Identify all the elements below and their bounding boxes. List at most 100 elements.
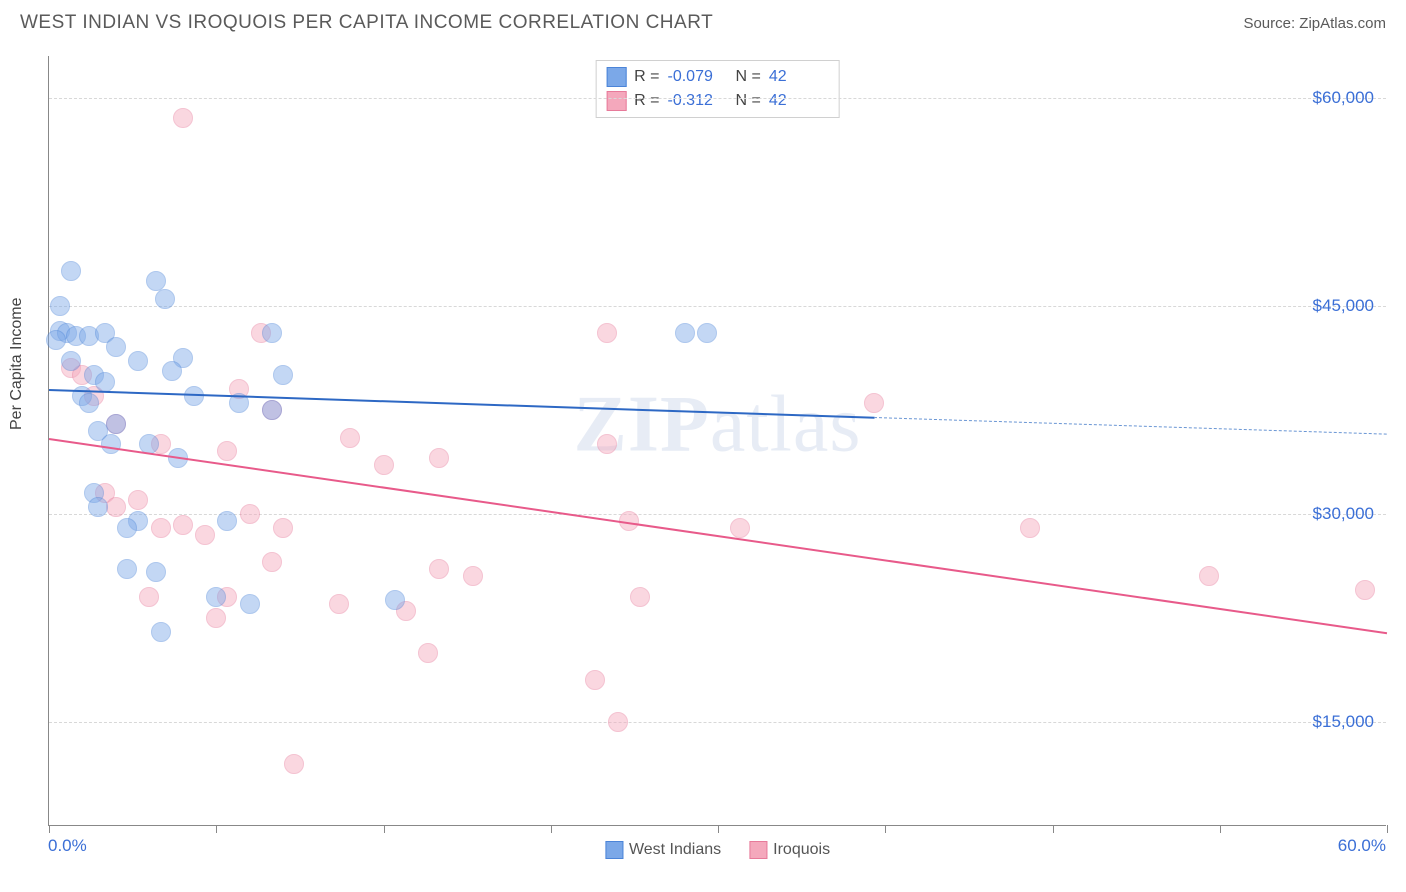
scatter-point-blue [155,289,175,309]
legend-item-pink: Iroquois [749,841,830,859]
gridline-horizontal [49,306,1386,307]
scatter-point-pink [630,587,650,607]
scatter-point-pink [139,587,159,607]
x-tick [49,825,50,833]
stats-n-label: N = [736,92,761,110]
scatter-point-blue [146,562,166,582]
trend-line-blue [49,389,874,419]
scatter-point-blue [95,372,115,392]
scatter-point-blue [262,323,282,343]
scatter-point-pink [429,448,449,468]
scatter-point-pink [262,552,282,572]
scatter-point-blue [117,559,137,579]
scatter-point-blue [50,296,70,316]
trend-line-blue-extend [874,417,1387,435]
y-tick-label: $30,000 [1313,504,1374,524]
x-tick [551,825,552,833]
x-tick [885,825,886,833]
scatter-point-blue [146,271,166,291]
legend-swatch-pink [749,841,767,859]
legend-item-blue: West Indians [605,841,721,859]
scatter-point-blue [151,622,171,642]
scatter-point-pink [374,455,394,475]
scatter-point-pink [463,566,483,586]
y-tick-label: $45,000 [1313,296,1374,316]
stats-swatch-blue [606,67,626,87]
scatter-point-pink [597,323,617,343]
scatter-point-pink [608,712,628,732]
scatter-point-pink [151,518,171,538]
stats-r-value-pink: -0.312 [668,92,728,110]
stats-row-pink: R = -0.312 N = 42 [606,89,829,113]
scatter-point-blue [217,511,237,531]
x-tick [718,825,719,833]
stats-n-label: N = [736,68,761,86]
x-tick [1220,825,1221,833]
scatter-point-pink [195,525,215,545]
scatter-point-pink [206,608,226,628]
scatter-point-pink [329,594,349,614]
scatter-point-pink [1355,580,1375,600]
y-tick-label: $15,000 [1313,712,1374,732]
legend-swatch-blue [605,841,623,859]
scatter-point-blue [206,587,226,607]
scatter-point-blue [61,351,81,371]
x-axis-end-label: 60.0% [1338,836,1386,856]
scatter-point-pink [1020,518,1040,538]
scatter-point-pink [173,108,193,128]
scatter-point-pink [240,504,260,524]
legend-bottom: West Indians Iroquois [605,841,830,859]
scatter-point-blue [262,400,282,420]
scatter-point-blue [162,361,182,381]
stats-r-label: R = [634,68,659,86]
source-label: Source: ZipAtlas.com [1243,15,1386,32]
scatter-point-pink [418,643,438,663]
gridline-horizontal [49,722,1386,723]
x-tick [216,825,217,833]
scatter-point-pink [597,434,617,454]
scatter-point-pink [217,441,237,461]
scatter-point-pink [106,497,126,517]
scatter-point-blue [697,323,717,343]
stats-n-value-blue: 42 [769,68,829,86]
scatter-point-pink [429,559,449,579]
scatter-point-pink [864,393,884,413]
scatter-point-pink [730,518,750,538]
scatter-point-blue [106,414,126,434]
stats-r-label: R = [634,92,659,110]
scatter-point-pink [340,428,360,448]
scatter-point-pink [173,515,193,535]
scatter-point-blue [675,323,695,343]
stats-n-value-pink: 42 [769,92,829,110]
scatter-point-blue [106,337,126,357]
scatter-point-pink [1199,566,1219,586]
scatter-point-pink [585,670,605,690]
x-axis-start-label: 0.0% [48,836,87,856]
watermark-text: ZIPatlas [574,380,862,471]
stats-r-value-blue: -0.079 [668,68,728,86]
y-axis-label: Per Capita Income [8,297,26,430]
scatter-point-pink [284,754,304,774]
scatter-point-blue [79,393,99,413]
scatter-point-blue [88,497,108,517]
scatter-point-pink [128,490,148,510]
gridline-horizontal [49,98,1386,99]
stats-legend-box: R = -0.079 N = 42 R = -0.312 N = 42 [595,60,840,118]
scatter-point-pink [273,518,293,538]
chart-title: WEST INDIAN VS IROQUOIS PER CAPITA INCOM… [20,12,713,34]
chart-plot-area: ZIPatlas R = -0.079 N = 42 R = -0.312 N … [48,56,1386,826]
scatter-point-blue [46,330,66,350]
scatter-point-blue [385,590,405,610]
scatter-point-blue [273,365,293,385]
scatter-point-blue [240,594,260,614]
stats-row-blue: R = -0.079 N = 42 [606,65,829,89]
y-tick-label: $60,000 [1313,88,1374,108]
scatter-point-blue [117,518,137,538]
scatter-point-blue [101,434,121,454]
x-tick [384,825,385,833]
x-tick [1053,825,1054,833]
x-tick [1387,825,1388,833]
scatter-point-blue [61,261,81,281]
stats-swatch-pink [606,91,626,111]
scatter-point-blue [128,351,148,371]
